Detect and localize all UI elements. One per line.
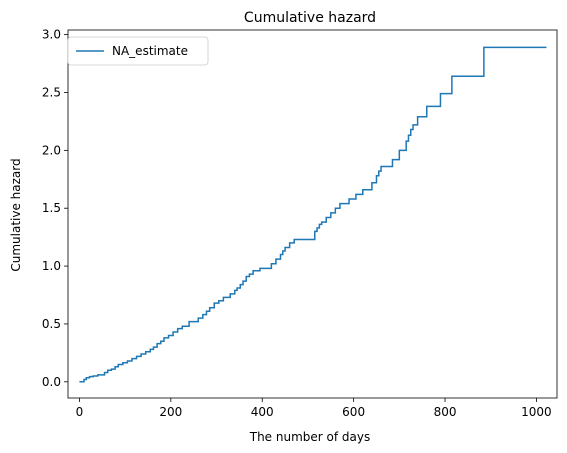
y-tick-label: 2.0	[42, 143, 61, 157]
y-tick-label: 1.5	[42, 201, 61, 215]
x-tick-label: 200	[159, 405, 182, 419]
x-tick-label: 400	[251, 405, 274, 419]
chart-title: Cumulative hazard	[244, 10, 376, 26]
y-axis-label: Cumulative hazard	[9, 158, 23, 271]
x-tick-label: 800	[434, 405, 457, 419]
x-tick-label: 600	[342, 405, 365, 419]
y-tick-label: 3.0	[42, 28, 61, 42]
y-tick-label: 0.5	[42, 317, 61, 331]
legend-label: NA_estimate	[112, 44, 188, 58]
series-line-na-estimate	[79, 46, 547, 383]
y-tick-label: 2.5	[42, 85, 61, 99]
legend: NA_estimate	[67, 36, 209, 66]
x-axis: 0 200 400 600 800 1000	[76, 398, 552, 419]
y-axis: 0.0 0.5 1.0 1.5 2.0 2.5 3.0	[42, 28, 68, 389]
x-axis-label: The number of days	[249, 430, 371, 444]
x-tick-label: 1000	[521, 405, 552, 419]
y-tick-label: 1.0	[42, 259, 61, 273]
x-tick-label: 0	[76, 405, 84, 419]
y-tick-label: 0.0	[42, 375, 61, 389]
legend-box	[67, 36, 209, 66]
axes-frame	[67, 29, 558, 399]
